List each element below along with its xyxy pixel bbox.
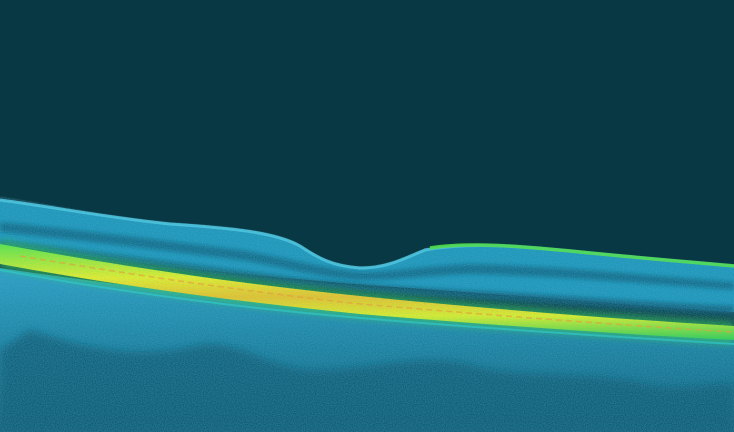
speckle-texture	[0, 196, 734, 432]
